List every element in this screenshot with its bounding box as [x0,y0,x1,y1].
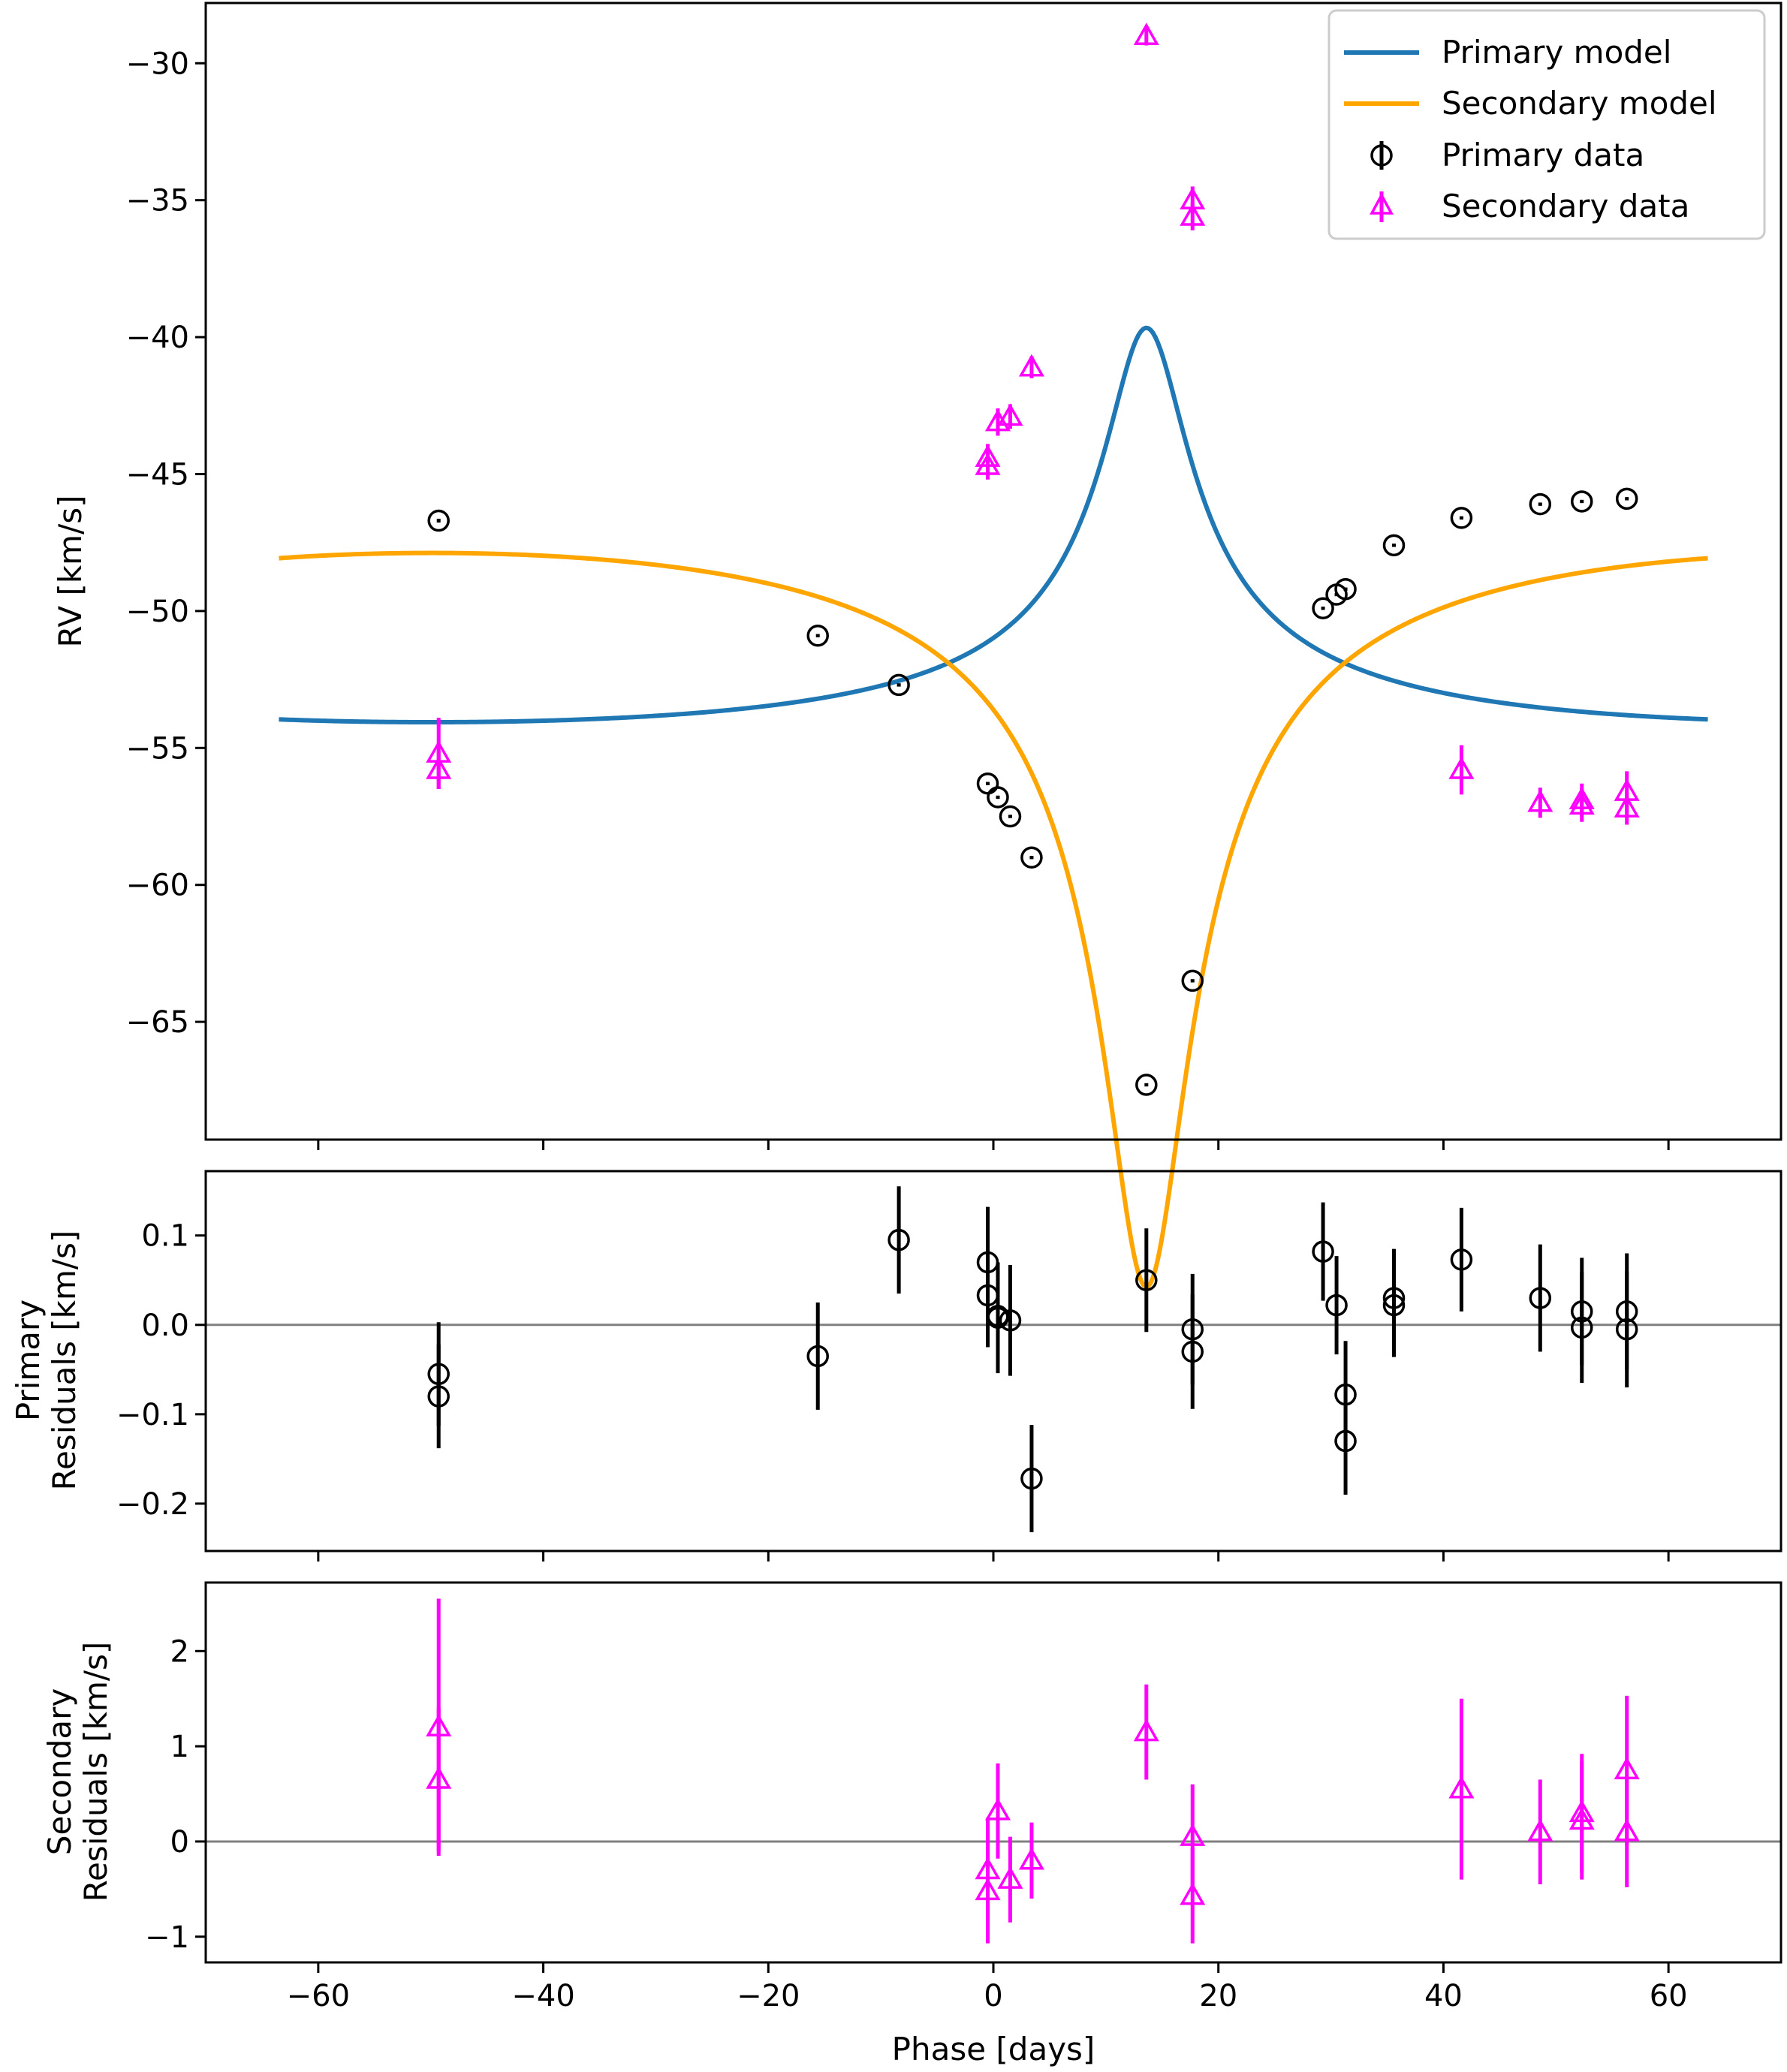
secondary-residuals-y-axis-label-line1: Secondary [41,1688,78,1855]
legend-label-secondary-data: Secondary data [1442,188,1689,224]
secondary-residuals-y-axis-label-line2: Residuals [km/s] [77,1642,114,1902]
figure: −65 −60 −55 −50 −45 −40 −35 −30 RV [km/s] Prima… [0,0,1787,2072]
legend-label-secondary-model: Secondary model [1442,85,1717,122]
x-tick-label: 0 [984,1979,1002,2013]
legend-label-primary-model: Primary model [1442,34,1671,71]
y-tick-label: −55 [126,731,189,766]
y-tick-label: −50 [126,595,189,629]
x-tick-label: 20 [1199,1979,1237,2013]
legend-label-primary-data: Primary data [1442,137,1644,173]
y-tick-label: −65 [126,1005,189,1040]
y-tick-label: −60 [126,869,189,903]
rv-y-axis-label: RV [km/s] [52,495,89,647]
y-tick-label: −0.1 [116,1398,189,1432]
y-tick-label: −35 [126,184,189,218]
y-tick-label: 0 [170,1825,189,1860]
figure-background [0,0,1787,2072]
y-tick-label: 2 [170,1634,189,1669]
primary-residuals-y-axis-label-line1: Primary [10,1300,47,1421]
x-axis-label: Phase [days] [892,2031,1095,2067]
x-tick-label: −60 [287,1979,350,2013]
y-tick-label: −40 [126,321,189,355]
y-tick-label: −1 [145,1920,189,1955]
x-tick-label: −20 [737,1979,800,2013]
legend: Primary model Secondary model Primary da… [1329,11,1764,239]
y-tick-label: 0.0 [141,1309,189,1343]
y-tick-label: −0.2 [116,1487,189,1522]
y-tick-label: 0.1 [141,1219,189,1254]
y-tick-label: −30 [126,47,189,81]
y-tick-label: 1 [170,1730,189,1764]
primary-residuals-y-axis-label-line2: Residuals [km/s] [46,1230,83,1491]
x-tick-label: 40 [1424,1979,1463,2013]
y-tick-label: −45 [126,457,189,492]
x-tick-label: 60 [1650,1979,1688,2013]
x-tick-label: −40 [511,1979,574,2013]
